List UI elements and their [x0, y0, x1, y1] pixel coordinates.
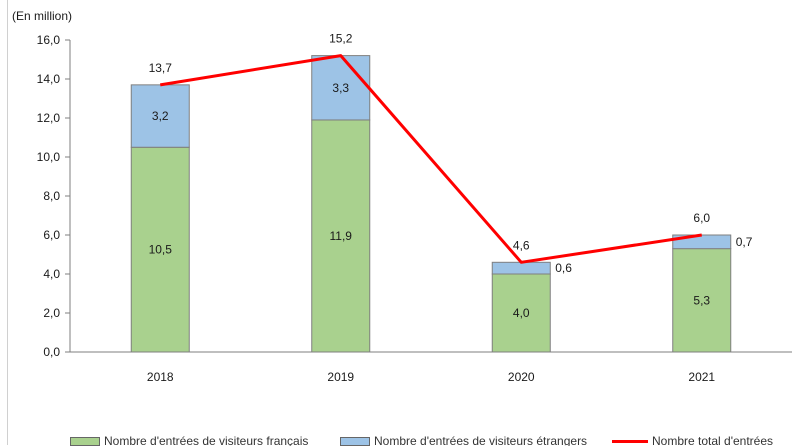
bar-segment-foreign [130, 84, 190, 148]
legend-swatch-foreign [340, 436, 370, 446]
total-line-path [160, 54, 702, 264]
data-label-total: 6,0 [693, 211, 710, 225]
legend-item-french: Nombre d'entrées de visiteurs français [70, 434, 308, 446]
legend-label-foreign: Nombre d'entrées de visiteurs étrangers [374, 434, 588, 446]
y-tick-label: 16,0 [37, 33, 61, 47]
data-label-total: 4,6 [513, 238, 530, 252]
y-axis: 0,0 2,0 4,0 6,0 8,0 10,0 12,0 14,0 16,0 [37, 33, 71, 359]
legend-label-french: Nombre d'entrées de visiteurs français [104, 434, 309, 446]
data-label-french: 11,9 [330, 229, 353, 243]
x-tick-label: 2020 [508, 370, 535, 384]
y-tick-label: 2,0 [43, 306, 60, 320]
y-tick-label: 6,0 [43, 228, 60, 242]
x-tick-label: 2019 [327, 370, 354, 384]
data-label-foreign: 3,3 [332, 81, 349, 95]
x-axis: 2018 2019 2020 2021 [70, 351, 792, 384]
x-tick-label: 2021 [688, 370, 715, 384]
data-label-french: 5,3 [693, 293, 710, 307]
y-tick-label: 0,0 [43, 345, 60, 359]
bar-segment-french [491, 273, 551, 353]
data-label-total: 13,7 [149, 61, 173, 75]
data-label-foreign: 0,6 [555, 261, 572, 275]
legend-item-foreign: Nombre d'entrées de visiteurs étrangers [340, 434, 587, 446]
legend-item-total: Nombre total d'entrées [612, 434, 773, 446]
bar-segment-french [672, 248, 732, 353]
y-tick-label: 12,0 [37, 111, 61, 125]
y-tick-label: 14,0 [37, 72, 61, 86]
legend-swatch-french [70, 436, 100, 446]
legend-line-total [612, 439, 648, 443]
legend-label-total: Nombre total d'entrées [652, 434, 774, 446]
x-tick-label: 2018 [147, 370, 174, 384]
data-label-foreign: 3,2 [152, 109, 169, 123]
y-tick-label: 8,0 [43, 189, 60, 203]
unit-label: (En million) [12, 9, 72, 23]
y-tick-label: 10,0 [37, 150, 61, 164]
legend: Nombre d'entrées de visiteurs français N… [60, 434, 792, 446]
bar-segment-french [130, 146, 190, 353]
y-tick-label: 4,0 [43, 267, 60, 281]
bar-segment-foreign [491, 261, 551, 275]
bar-segment-foreign [311, 55, 371, 121]
data-label-french: 4,0 [513, 306, 530, 320]
bars: 10,5 3,2 11,9 3,3 4,0 0,6 5,3 0,7 [130, 55, 753, 353]
data-label-total: 15,2 [329, 32, 353, 46]
data-label-foreign: 0,7 [736, 235, 753, 249]
frame-border [7, 0, 8, 445]
total-line: 13,7 15,2 4,6 6,0 [149, 32, 710, 264]
data-label-french: 10,5 [149, 243, 173, 257]
